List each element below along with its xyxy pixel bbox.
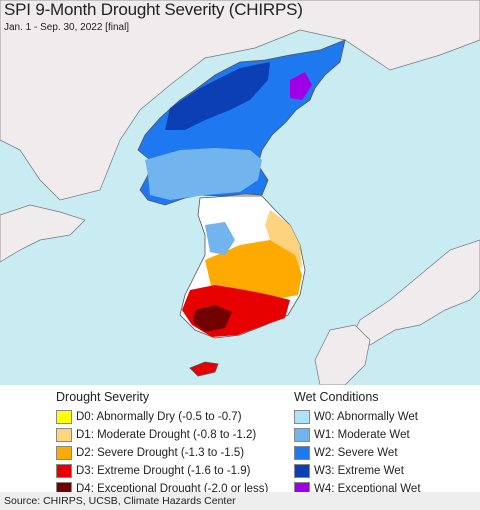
- sk-exceptional-drought-south: [193, 305, 232, 332]
- w0-swatch: [294, 410, 310, 424]
- map-canvas: [0, 0, 480, 385]
- w1-swatch: [294, 428, 310, 442]
- japan-landmass: [349, 239, 480, 346]
- wet-legend-item: W2: Severe Wet: [294, 444, 421, 462]
- map-title: SPI 9-Month Drought Severity (CHIRPS): [4, 0, 303, 19]
- nk-exceptional-wet-zone: [290, 72, 312, 100]
- sk-moderate-wet-west: [205, 222, 235, 255]
- sk-severe-drought-central: [205, 240, 302, 302]
- drought-legend-item: D2: Severe Drought (-1.3 to -1.5): [56, 444, 268, 462]
- map-subtitle: Jan. 1 - Sep. 30, 2022 [final]: [4, 22, 130, 33]
- shandong-peninsula: [0, 204, 86, 263]
- d0-swatch: [56, 410, 72, 424]
- nk-extreme-wet-zone: [165, 62, 270, 130]
- d0-label: D0: Abnormally Dry (-0.5 to -0.7): [76, 411, 242, 423]
- w3-label: W3: Extreme Wet: [314, 465, 404, 477]
- drought-legend-item: D1: Moderate Drought (-0.8 to -1.2): [56, 426, 268, 444]
- source-credit: Source: CHIRPS, UCSB, Climate Hazards Ce…: [0, 492, 480, 510]
- drought-map: SPI 9-Month Drought Severity (CHIRPS) Ja…: [0, 0, 480, 385]
- wet-legend-item: W1: Moderate Wet: [294, 426, 421, 444]
- sk-moderate-drought-east: [265, 210, 302, 268]
- d3-swatch: [56, 464, 72, 478]
- w3-swatch: [294, 464, 310, 478]
- drought-legend-heading: Drought Severity: [56, 390, 150, 404]
- drought-legend-item: D0: Abnormally Dry (-0.5 to -0.7): [56, 408, 268, 426]
- wet-legend-item: W0: Abnormally Wet: [294, 408, 421, 426]
- w1-label: W1: Moderate Wet: [314, 429, 410, 441]
- d2-swatch: [56, 446, 72, 460]
- w2-swatch: [294, 446, 310, 460]
- wet-legend: Wet Conditions W0: Abnormally Wet W1: Mo…: [294, 389, 421, 498]
- d2-label: D2: Severe Drought (-1.3 to -1.5): [76, 447, 245, 459]
- d1-swatch: [56, 428, 72, 442]
- w0-label: W0: Abnormally Wet: [314, 411, 418, 423]
- china-landmass: [0, 0, 480, 201]
- d1-label: D1: Moderate Drought (-0.8 to -1.2): [76, 429, 257, 441]
- wet-legend-heading: Wet Conditions: [294, 390, 379, 404]
- d3-label: D3: Extreme Drought (-1.6 to -1.9): [76, 465, 251, 477]
- drought-legend-item: D3: Extreme Drought (-1.6 to -1.9): [56, 462, 268, 480]
- nk-moderate-wet-zone: [145, 148, 262, 200]
- w2-label: W2: Severe Wet: [314, 447, 398, 459]
- drought-legend: Drought Severity D0: Abnormally Dry (-0.…: [56, 389, 268, 498]
- kyushu-island: [314, 324, 371, 385]
- wet-legend-item: W3: Extreme Wet: [294, 462, 421, 480]
- jeju-island: [189, 361, 219, 377]
